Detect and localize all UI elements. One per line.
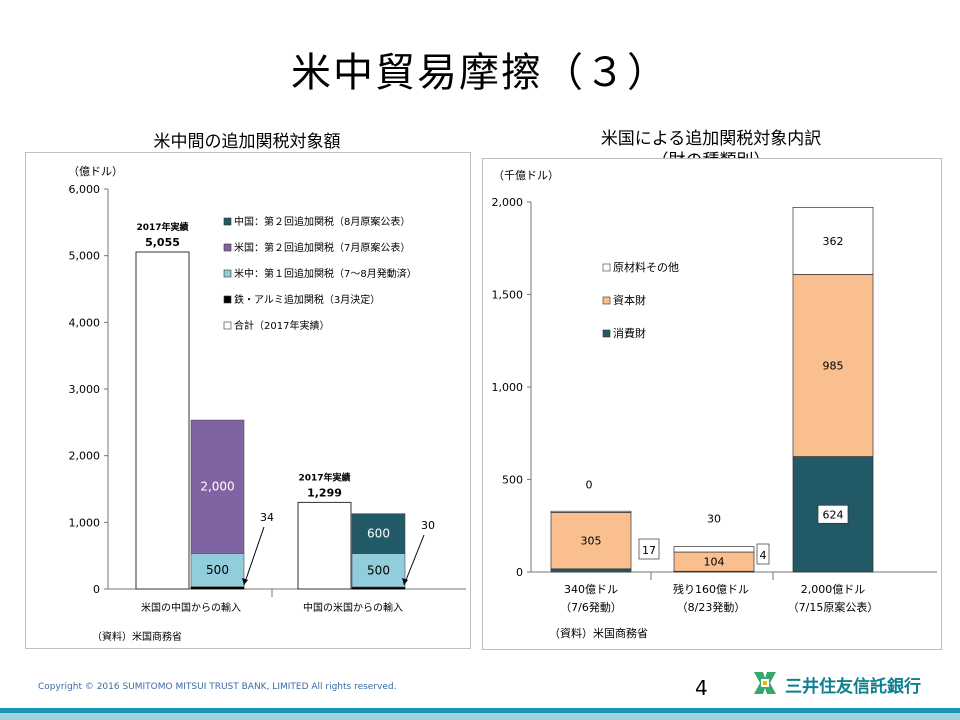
- y-tick-label: 0: [516, 566, 523, 579]
- x-category-label: 米国の中国からの輸入: [141, 601, 241, 614]
- segment-value-label: 0: [586, 478, 593, 491]
- left-chart-panel: （億ドル） 0 1,000 2,000 3,000 4,000 5,000 6,000 米国の中…: [25, 152, 471, 649]
- x-category-label: 中国の米国からの輸入: [303, 601, 403, 614]
- stacked-bar-segment: [550, 568, 632, 573]
- right-chart-title-text: 米国による追加関税対象内訳: [600, 129, 822, 149]
- y-tick-label: 1,500: [492, 289, 524, 302]
- segment-value-label: 500: [206, 563, 229, 577]
- left-chart: （億ドル） 0 1,000 2,000 3,000 4,000 5,000 6,000 米国の中…: [68, 165, 466, 643]
- legend-swatch: [223, 243, 232, 252]
- footer-bar: [0, 708, 960, 713]
- y-axis-unit: （億ドル）: [68, 165, 123, 178]
- legend-label: 米国：第２回追加関税（7月原案公表）: [234, 241, 410, 254]
- legend-swatch: [223, 321, 232, 330]
- y-tick-label: 2,000: [69, 450, 101, 463]
- callout-arrow-line: [243, 526, 265, 586]
- stacked-bar-segment: [673, 546, 755, 553]
- stacked-bar-segment: [351, 513, 406, 554]
- stacked-bar-segment: [550, 512, 632, 570]
- legend-swatch: [223, 295, 232, 304]
- y-tick-label: 1,000: [492, 381, 524, 394]
- callout-arrow-head: [242, 578, 248, 585]
- stacked-bar-segment: [190, 553, 245, 588]
- segment-value-label: 362: [823, 235, 844, 248]
- legend-swatch: [223, 217, 232, 226]
- segment-value-label: 624: [823, 508, 844, 521]
- stacked-bar-segment: [792, 207, 874, 275]
- source-note: （資料）米国商務省: [549, 626, 648, 640]
- x-category-sublabel: （7/15原案公表）: [788, 600, 879, 614]
- segment-value-label: 305: [581, 535, 602, 548]
- small-value-label: 17: [642, 544, 656, 557]
- callout-arrow-head: [402, 578, 408, 585]
- segment-value-label: 30: [707, 512, 721, 525]
- legend-swatch: [602, 263, 611, 272]
- callout-arrow-line: [403, 534, 425, 586]
- page-number: 4: [695, 676, 708, 700]
- x-category-label: 340億ドル: [564, 583, 618, 596]
- segment-value-label: 600: [367, 527, 390, 541]
- page-title: 米中貿易摩擦（３）: [291, 50, 669, 96]
- legend-label: 消費財: [613, 326, 646, 340]
- y-tick-label: 500: [502, 474, 523, 487]
- segment-value-label: 500: [367, 563, 390, 577]
- y-tick-label: 2,000: [492, 196, 524, 209]
- legend-label: 中国：第２回追加関税（8月原案公表）: [234, 215, 410, 228]
- stacked-bar-segment: [190, 586, 245, 590]
- left-chart-title-text: 米中間の追加関税対象額: [153, 132, 341, 152]
- bank-name: 三井住友信託銀行: [785, 677, 921, 697]
- bank-logo-icon: [754, 672, 776, 694]
- stacked-bar-segment: [351, 553, 406, 588]
- legend-label: 原材料その他: [613, 260, 679, 274]
- small-value-label: 4: [760, 549, 767, 562]
- right-chart: （千億ドル） 0 500 1,000 1,500 2,000 340億ドル （7/6発動） 17…: [492, 169, 937, 640]
- right-chart-panel: （千億ドル） 0 500 1,000 1,500 2,000 340億ドル （7/6発動） 17…: [482, 158, 942, 650]
- y-tick-label: 3,000: [69, 383, 101, 396]
- x-category-label: 2,000億ドル: [801, 583, 866, 596]
- total-bar-caption: 2017年実績: [136, 221, 188, 233]
- left-chart-title: 米中間の追加関税対象額: [25, 131, 469, 153]
- y-tick-label: 6,000: [69, 183, 101, 196]
- source-note: （資料）米国商務省: [92, 630, 182, 643]
- legend-swatch: [223, 269, 232, 278]
- y-tick-label: 0: [93, 583, 100, 596]
- y-tick-label: 1,000: [69, 516, 101, 529]
- small-value-callout-label: 34: [260, 511, 274, 524]
- x-category-label: 残り160億ドル: [673, 582, 749, 596]
- segment-value-label: 104: [704, 556, 725, 569]
- legend-swatch: [602, 296, 611, 305]
- stacked-bar-segment: [190, 419, 245, 554]
- stacked-bar-segment: [792, 273, 874, 457]
- legend-label: 合計（2017年実績）: [234, 319, 329, 332]
- stacked-bar-segment: [550, 510, 632, 513]
- small-value-callout-label: 30: [421, 519, 435, 532]
- total-bar-value-label: 1,299: [307, 486, 342, 499]
- footer-bar-light: [0, 713, 960, 720]
- x-category-sublabel: （8/23発動）: [677, 600, 746, 614]
- total-bar-caption: 2017年実績: [298, 471, 350, 483]
- legend-label: 米中：第１回追加関税（7～8月発動済）: [234, 267, 417, 280]
- copyright-text: Copyright © 2016 SUMITOMO MITSUI TRUST B…: [38, 682, 397, 692]
- segment-value-label: 2,000: [200, 480, 234, 494]
- segment-value-label-box: [817, 504, 849, 524]
- y-tick-label: 5,000: [69, 250, 101, 263]
- legend-swatch: [602, 329, 611, 338]
- small-value-label-box: [638, 538, 660, 560]
- stacked-bar-segment: [351, 586, 406, 590]
- segment-value-label: 985: [823, 359, 844, 372]
- total-bar: [297, 501, 352, 590]
- y-axis-unit: （千億ドル）: [493, 169, 559, 182]
- legend-label: 鉄・アルミ追加関税（3月決定）: [234, 293, 380, 306]
- x-category-sublabel: （7/6発動）: [560, 600, 622, 614]
- total-bar-value-label: 5,055: [145, 236, 180, 249]
- y-tick-label: 4,000: [69, 316, 101, 329]
- legend-label: 資本財: [613, 293, 646, 307]
- total-bar: [135, 251, 190, 590]
- small-value-label-box: [756, 543, 770, 565]
